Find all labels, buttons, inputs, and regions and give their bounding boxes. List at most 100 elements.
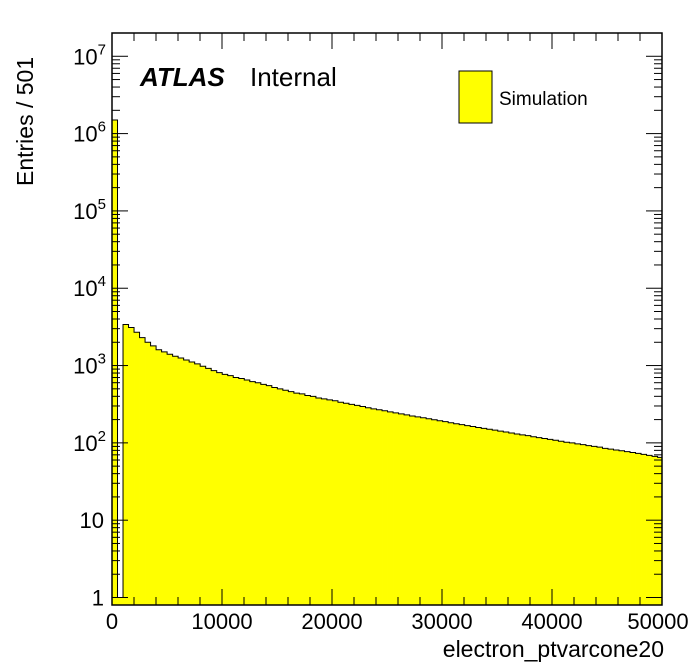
histogram-bar <box>238 378 245 605</box>
histogram-bar <box>624 451 631 605</box>
histogram-bar <box>244 380 251 605</box>
histogram-bar <box>448 422 455 605</box>
atlas-label: ATLAS <box>139 62 225 92</box>
histogram-bar <box>558 441 565 605</box>
histogram-bar <box>415 416 422 605</box>
y-tick-label: 103 <box>73 351 106 379</box>
histogram-bar <box>332 400 339 605</box>
y-tick-label: 106 <box>73 119 106 147</box>
histogram-bar <box>359 406 366 605</box>
histogram-bar <box>282 390 289 605</box>
histogram-bar <box>326 399 333 605</box>
histogram-bar <box>409 415 416 605</box>
histogram-bar <box>508 433 515 605</box>
histogram-bar <box>635 453 642 605</box>
histogram-bar <box>519 434 526 605</box>
histogram-bar <box>277 388 284 605</box>
histogram-bar <box>541 438 548 605</box>
histogram-bar <box>630 452 636 605</box>
histogram-bar <box>530 436 537 605</box>
histogram-bar <box>437 420 444 605</box>
histogram-outline <box>111 119 663 605</box>
histogram-bar <box>602 448 609 605</box>
histogram-bar <box>497 431 504 605</box>
histogram-bar <box>387 411 394 605</box>
internal-label: Internal <box>250 62 337 92</box>
legend-label: Simulation <box>499 89 588 110</box>
histogram-bar <box>442 421 449 605</box>
histogram-bar <box>156 349 162 605</box>
histogram-bar <box>492 430 499 605</box>
histogram-bar <box>117 597 124 605</box>
x-axis-ticks <box>111 33 663 605</box>
histogram-bar <box>657 457 663 605</box>
histogram-bar <box>596 447 603 605</box>
histogram-bar <box>563 442 570 605</box>
histogram-bar <box>337 402 344 605</box>
x-tick-label: 10000 <box>191 609 252 634</box>
histogram-bar <box>393 412 399 605</box>
histogram-bar <box>574 443 581 605</box>
histogram-bar <box>211 370 218 605</box>
histogram-bar <box>641 454 647 605</box>
histogram-bar <box>348 404 355 605</box>
histogram-bars <box>111 119 663 605</box>
histogram-bar <box>112 119 118 605</box>
x-tick-label: 0 <box>106 609 118 634</box>
histogram-bar <box>525 435 532 605</box>
histogram-bar <box>266 385 273 605</box>
histogram-bar <box>365 407 372 605</box>
histogram-bar <box>123 324 129 605</box>
histogram-bar <box>503 432 510 605</box>
histogram-bar <box>233 377 240 605</box>
y-tick-label: 104 <box>73 273 106 301</box>
histogram-bar <box>464 425 471 605</box>
histogram-bar <box>420 417 427 605</box>
histogram-bar <box>321 398 328 605</box>
histogram-bar <box>481 428 488 605</box>
x-tick-label: 30000 <box>411 609 472 634</box>
histogram-bar <box>613 449 620 605</box>
histogram-bar <box>382 410 388 605</box>
histogram-bar <box>591 446 598 605</box>
histogram-bar <box>343 403 350 605</box>
y-tick-labels: 1 10 102 103 104 105 106 107 <box>73 41 106 610</box>
y-tick-label: 1 <box>92 586 104 611</box>
histogram-bar <box>398 413 405 605</box>
histogram-bar <box>404 414 410 605</box>
histogram-bar <box>299 393 306 605</box>
histogram-bar <box>222 374 229 605</box>
y-axis-title: Entries / 501 <box>12 57 38 186</box>
histogram-bar <box>145 342 151 605</box>
histogram-bar <box>167 354 174 605</box>
histogram-bar <box>453 423 460 605</box>
histogram-bar <box>304 395 311 605</box>
histogram-bar <box>426 418 433 605</box>
histogram-bar <box>128 327 135 605</box>
histogram-bar <box>205 368 212 605</box>
x-tick-labels: 0 10000 20000 30000 40000 50000 <box>106 609 689 634</box>
histogram-bar <box>200 366 207 605</box>
histogram-bar <box>652 456 658 605</box>
histogram-bar <box>580 444 587 605</box>
histogram-bar <box>288 391 295 605</box>
y-axis-ticks <box>112 32 662 599</box>
histogram-bar <box>183 359 190 605</box>
histogram-bar <box>310 396 317 605</box>
histogram-bar <box>172 356 179 605</box>
histogram-bar <box>227 375 234 605</box>
y-tick-label: 107 <box>73 41 106 69</box>
histogram-bar <box>260 384 267 605</box>
histogram-bar <box>585 445 592 605</box>
histogram-bar <box>619 450 625 605</box>
x-tick-label: 40000 <box>521 609 582 634</box>
histogram-bar <box>315 398 322 605</box>
histogram-bar <box>371 408 377 605</box>
y-tick-label: 102 <box>73 428 106 456</box>
histogram-bar <box>216 372 223 605</box>
histogram-bar <box>646 455 653 605</box>
x-tick-label: 50000 <box>627 609 688 634</box>
histogram-bar <box>459 424 466 605</box>
histogram-bar <box>255 382 262 605</box>
